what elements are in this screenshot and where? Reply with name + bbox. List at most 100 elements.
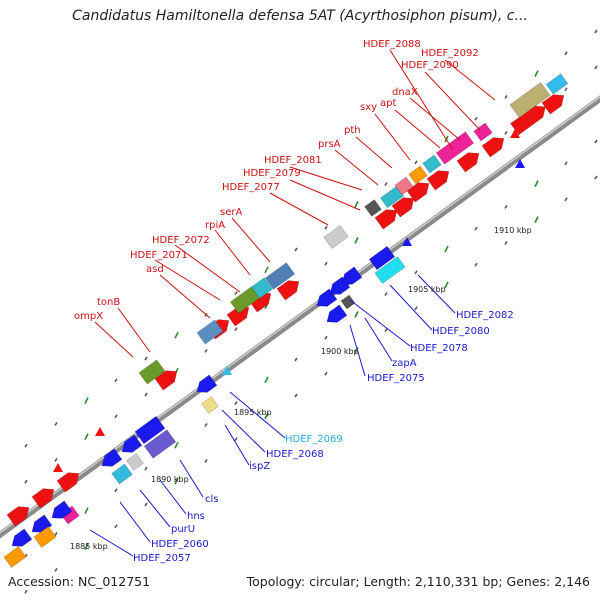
reverse-gene[interactable] bbox=[338, 266, 363, 289]
label-hdef-2092[interactable]: HDEF_2092 bbox=[421, 48, 479, 59]
gene-hdef-2092[interactable] bbox=[509, 81, 551, 119]
forward-gene[interactable] bbox=[541, 90, 568, 115]
label-dnax[interactable]: dnaX bbox=[392, 87, 418, 98]
label-hdef-2057[interactable]: HDEF_2057 bbox=[133, 553, 191, 564]
reverse-gene[interactable] bbox=[193, 374, 218, 397]
label-cls[interactable]: cls bbox=[205, 494, 219, 505]
label-hdef-2088[interactable]: HDEF_2088 bbox=[363, 39, 421, 50]
label-hdef-2079[interactable]: HDEF_2079 bbox=[243, 168, 301, 179]
label-zapa[interactable]: zapA bbox=[392, 358, 417, 369]
gene-sera[interactable] bbox=[264, 262, 296, 290]
forward-gene-shape[interactable] bbox=[391, 193, 418, 218]
reverse-gene-shape[interactable] bbox=[98, 448, 123, 471]
gene-sxy-shape[interactable] bbox=[408, 165, 428, 185]
gene-hns-shape[interactable] bbox=[134, 415, 166, 445]
gene-hdef-2081-shape[interactable] bbox=[364, 199, 382, 217]
gene-dnax[interactable] bbox=[435, 131, 475, 165]
gene-orange-2[interactable] bbox=[33, 526, 57, 548]
gene-hdef-2069[interactable] bbox=[201, 396, 219, 414]
gene-hdef-2088[interactable] bbox=[545, 73, 569, 95]
gene-purU-shape[interactable] bbox=[126, 453, 144, 471]
gene-cls-shape[interactable] bbox=[143, 429, 177, 459]
gene-hdef-2071[interactable] bbox=[196, 319, 224, 345]
gene-tonb-shape[interactable] bbox=[138, 359, 166, 385]
gene-hdef-2071-shape[interactable] bbox=[196, 319, 224, 345]
gene-hdef-2077-shape[interactable] bbox=[323, 225, 349, 249]
label-prsa[interactable]: prsA bbox=[318, 139, 341, 150]
gene-hdef-2090-shape[interactable] bbox=[473, 122, 493, 142]
gene-orange-1[interactable] bbox=[3, 546, 27, 568]
marker-cyan[interactable] bbox=[222, 366, 232, 375]
label-hdef-2080[interactable]: HDEF_2080 bbox=[432, 326, 490, 337]
forward-gene-shape[interactable] bbox=[154, 366, 181, 391]
label-puru[interactable]: purU bbox=[171, 524, 195, 535]
forward-gene[interactable] bbox=[31, 484, 58, 509]
label-hdef-2078[interactable]: HDEF_2078 bbox=[410, 343, 468, 354]
label-apt[interactable]: apt bbox=[380, 98, 396, 109]
label-sera[interactable]: serA bbox=[220, 207, 242, 218]
label-ompx[interactable]: ompX bbox=[74, 311, 103, 322]
forward-gene[interactable] bbox=[6, 502, 33, 527]
gene-rpia-shape[interactable] bbox=[250, 277, 274, 299]
gene-hdef-2068[interactable] bbox=[111, 463, 133, 485]
forward-gene-shape[interactable] bbox=[481, 133, 508, 158]
label-pth[interactable]: pth bbox=[344, 125, 361, 136]
gene-hdef-2080-shape[interactable] bbox=[374, 256, 406, 284]
label-hdef-2068[interactable]: HDEF_2068 bbox=[266, 449, 324, 460]
label-hdef-2090[interactable]: HDEF_2090 bbox=[401, 60, 459, 71]
label-ispz[interactable]: ispZ bbox=[249, 461, 270, 472]
gene-hdef-2077[interactable] bbox=[323, 225, 349, 249]
forward-gene-shape[interactable] bbox=[374, 205, 401, 230]
gene-sera-shape[interactable] bbox=[264, 262, 296, 290]
forward-gene-shape[interactable] bbox=[31, 484, 58, 509]
gene-rpia[interactable] bbox=[250, 277, 274, 299]
gene-orange-2-shape[interactable] bbox=[33, 526, 57, 548]
label-hns[interactable]: hns bbox=[187, 511, 205, 522]
reverse-gene[interactable] bbox=[323, 304, 348, 327]
label-hdef-2081[interactable]: HDEF_2081 bbox=[264, 155, 322, 166]
label-hdef-2069[interactable]: HDEF_2069 bbox=[285, 434, 343, 445]
gene-hdef-2082[interactable] bbox=[368, 245, 396, 271]
forward-gene[interactable] bbox=[56, 468, 83, 493]
label-hdef-2060[interactable]: HDEF_2060 bbox=[151, 539, 209, 550]
forward-gene[interactable] bbox=[406, 178, 433, 203]
label-hdef-2077[interactable]: HDEF_2077 bbox=[222, 182, 280, 193]
label-hdef-2075[interactable]: HDEF_2075 bbox=[367, 373, 425, 384]
forward-gene[interactable] bbox=[374, 205, 401, 230]
reverse-gene[interactable] bbox=[8, 528, 33, 551]
gene-orange-1-shape[interactable] bbox=[3, 546, 27, 568]
forward-gene[interactable] bbox=[276, 276, 303, 301]
gene-hdef-2069-shape[interactable] bbox=[201, 396, 219, 414]
gene-sxy[interactable] bbox=[408, 165, 428, 185]
forward-gene-shape[interactable] bbox=[56, 468, 83, 493]
gene-hdef-2078[interactable] bbox=[340, 294, 356, 310]
forward-gene[interactable] bbox=[456, 148, 483, 173]
reverse-gene-shape[interactable] bbox=[48, 500, 73, 523]
reverse-gene[interactable] bbox=[118, 434, 143, 457]
marker-red[interactable] bbox=[95, 427, 105, 436]
reverse-gene-shape[interactable] bbox=[338, 266, 363, 289]
forward-gene-shape[interactable] bbox=[276, 276, 303, 301]
forward-gene-shape[interactable] bbox=[541, 90, 568, 115]
gene-apt[interactable] bbox=[422, 154, 442, 174]
gene-apt-shape[interactable] bbox=[422, 154, 442, 174]
label-hdef-2082[interactable]: HDEF_2082 bbox=[456, 310, 514, 321]
forward-gene[interactable] bbox=[154, 366, 181, 391]
gene-hdef-2082-shape[interactable] bbox=[368, 245, 396, 271]
gene-tonb[interactable] bbox=[138, 359, 166, 385]
gene-hdef-2078-shape[interactable] bbox=[340, 294, 356, 310]
forward-gene[interactable] bbox=[426, 166, 453, 191]
forward-gene[interactable] bbox=[481, 133, 508, 158]
label-tonb[interactable]: tonB bbox=[97, 297, 120, 308]
gene-hdef-2080[interactable] bbox=[374, 256, 406, 284]
marker-red[interactable] bbox=[53, 463, 63, 472]
gene-hdef-2068-shape[interactable] bbox=[111, 463, 133, 485]
label-rpia[interactable]: rpiA bbox=[205, 220, 225, 231]
gene-prsa[interactable] bbox=[379, 185, 405, 209]
reverse-gene[interactable] bbox=[48, 500, 73, 523]
reverse-gene-shape[interactable] bbox=[118, 434, 143, 457]
forward-gene-shape[interactable] bbox=[6, 502, 33, 527]
gene-dnax-shape[interactable] bbox=[435, 131, 475, 165]
label-hdef-2071[interactable]: HDEF_2071 bbox=[130, 250, 188, 261]
